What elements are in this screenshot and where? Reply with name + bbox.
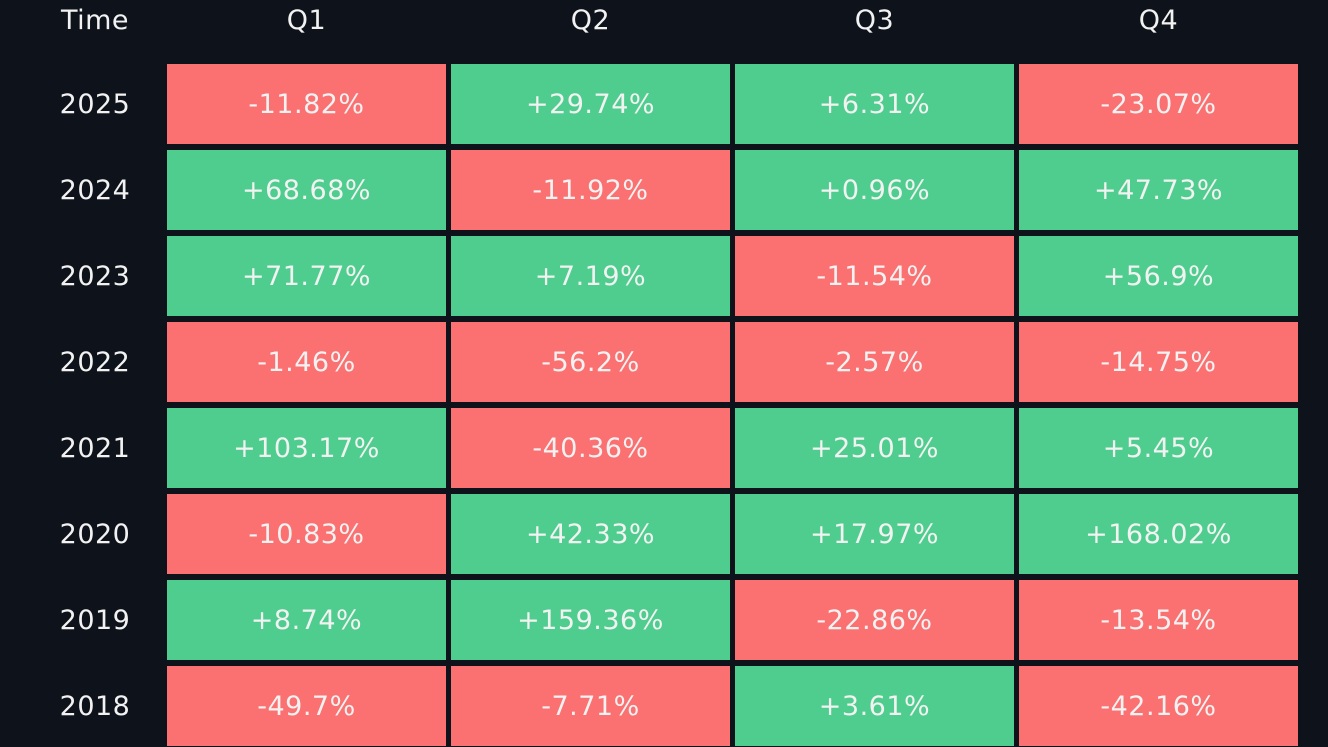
return-cell: -23.07% (1019, 64, 1298, 144)
header-quarter: Q1 (286, 4, 327, 36)
return-cell: +17.97% (735, 494, 1014, 574)
return-cell: +8.74% (167, 580, 446, 660)
return-cell: -7.71% (451, 666, 730, 746)
header-time: Time (60, 4, 130, 36)
return-cell: +25.01% (735, 408, 1014, 488)
return-cell: +3.61% (735, 666, 1014, 746)
return-cell: -11.92% (451, 150, 730, 230)
return-cell: +168.02% (1019, 494, 1298, 574)
return-cell: -11.82% (167, 64, 446, 144)
return-cell: -10.83% (167, 494, 446, 574)
return-cell: +0.96% (735, 150, 1014, 230)
return-cell: -22.86% (735, 580, 1014, 660)
return-cell: +29.74% (451, 64, 730, 144)
return-cell: -56.2% (451, 322, 730, 402)
return-cell: +71.77% (167, 236, 446, 316)
return-cell: +6.31% (735, 64, 1014, 144)
return-cell: -1.46% (167, 322, 446, 402)
row-year: 2020 (59, 518, 131, 550)
row-year: 2024 (59, 174, 131, 206)
return-cell: +42.33% (451, 494, 730, 574)
return-cell: -49.7% (167, 666, 446, 746)
return-cell: +5.45% (1019, 408, 1298, 488)
return-cell: -11.54% (735, 236, 1014, 316)
header-quarter: Q4 (1138, 4, 1179, 36)
row-year: 2025 (59, 88, 131, 120)
header-quarter: Q3 (854, 4, 895, 36)
return-cell: +68.68% (167, 150, 446, 230)
return-cell: -13.54% (1019, 580, 1298, 660)
return-cell: +159.36% (451, 580, 730, 660)
return-cell: +103.17% (167, 408, 446, 488)
row-year: 2022 (59, 346, 131, 378)
return-cell: +56.9% (1019, 236, 1298, 316)
return-cell: -14.75% (1019, 322, 1298, 402)
row-year: 2018 (59, 690, 131, 722)
row-year: 2019 (59, 604, 131, 636)
header-quarter: Q2 (570, 4, 611, 36)
return-cell: -42.16% (1019, 666, 1298, 746)
return-cell: -40.36% (451, 408, 730, 488)
return-cell: -2.57% (735, 322, 1014, 402)
return-cell: +47.73% (1019, 150, 1298, 230)
return-cell: +7.19% (451, 236, 730, 316)
row-year: 2023 (59, 260, 131, 292)
row-year: 2021 (59, 432, 131, 464)
